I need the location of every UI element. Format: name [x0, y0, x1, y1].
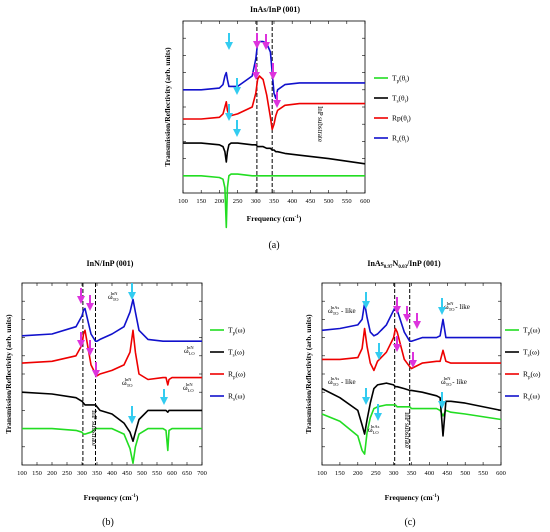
series-tp-line [321, 404, 502, 455]
legend-label-rs: Rs(ω) [228, 392, 245, 403]
legend-label-rp: Rp(ω) [523, 370, 541, 381]
xtick-label: 250 [62, 470, 72, 477]
panel-c-annot-5: ωTOInN - like [441, 376, 467, 387]
panel-b-xlabel: Frequency (cm-1) [84, 493, 139, 502]
series-ts-line [321, 382, 502, 437]
legend-label-tp: Tp(θi) [392, 74, 410, 85]
legend-label-rp: Rp(ω) [228, 370, 246, 381]
xtick-label: 500 [460, 470, 470, 477]
panel-a-xlabel: Frequency (cm-1) [247, 214, 302, 223]
xtick-label: 300 [251, 198, 261, 205]
panel-b-substrate-label: InP substrate [90, 410, 98, 446]
xtick-label: 550 [152, 470, 162, 477]
xtick-label: 600 [360, 198, 370, 205]
panel-c-annot-3: ωTOInAs - like [328, 376, 356, 387]
panel-c-annot-1: ωTOInAs - like [328, 305, 356, 316]
panel-c-label: (c) [404, 517, 415, 528]
xtick-label: 500 [137, 470, 147, 477]
panel-c-annot-4: ωLOInAs [368, 424, 380, 435]
legend-label-rs: Rs(ω) [523, 392, 540, 403]
legend-label-tp: Tp(ω) [523, 326, 541, 337]
xtick-label: 200 [353, 470, 363, 477]
panel-c-legend: Tp(ω) Ts(ω) Rp(ω) Rs(ω) [505, 326, 541, 403]
panel-a-frame [182, 20, 366, 194]
panel-a-substrate-label: InP substrate [316, 106, 324, 142]
panel-c-xlabel: Frequency (cm-1) [385, 493, 440, 502]
panel-b-legend: Tp(ω) Ts(ω) Rp(ω) Rs(ω) [210, 326, 246, 403]
xtick-label: 100 [178, 198, 188, 205]
series-rp-line [21, 329, 202, 386]
panel-a-title: InAs/InP (001) [250, 5, 300, 14]
legend-label-ts: Ts(ω) [228, 348, 245, 359]
xtick-label: 150 [196, 198, 206, 205]
panel-b-annot-3: ωTOInN [122, 377, 133, 388]
xtick-label: 300 [77, 470, 87, 477]
legend-label-ts: Ts(ω) [523, 348, 540, 359]
panel-a-ylabel: Transmission/Reflectivity (arb. units) [163, 47, 172, 167]
xtick-label: 200 [215, 198, 225, 205]
panel-b-title: InN/InP (001) [87, 259, 134, 268]
xtick-label: 500 [324, 198, 334, 205]
panel-b-frame [21, 282, 203, 466]
xtick-label: 100 [17, 470, 27, 477]
panel-c-substrate-label: InP substrate [403, 412, 411, 448]
xtick-label: 550 [342, 198, 352, 205]
xtick-label: 650 [182, 470, 192, 477]
xtick-label: 400 [287, 198, 297, 205]
legend-label-rp: Rp(θi) [392, 114, 411, 125]
xtick-label: 250 [233, 198, 243, 205]
panel-a-xticks: 100 150 200 250 300 350 400 450 500 550 600 [178, 21, 370, 205]
panel-b-annot-1: ωTOInN [108, 291, 119, 302]
xtick-label: 600 [167, 470, 177, 477]
xtick-label: 400 [425, 470, 435, 477]
legend-label-tp: Tp(ω) [228, 326, 246, 337]
series-ts-line [21, 391, 202, 443]
panel-a-vlines [256, 21, 273, 193]
xtick-label: 100 [317, 470, 327, 477]
panel-b-ylabel: Transmission/Reflectivity (arb. units) [4, 314, 13, 434]
xtick-label: 550 [478, 470, 488, 477]
series-rp-line [322, 327, 501, 372]
xtick-label: 150 [32, 470, 42, 477]
series-tp-line [22, 427, 202, 465]
panel-c-annot-2: ωTOInN - like [444, 301, 470, 312]
panel-b: InN/InP (001) Transmission/Reflectivity … [4, 259, 246, 528]
xtick-label: 400 [107, 470, 117, 477]
xtick-label: 150 [335, 470, 345, 477]
xtick-label: 700 [197, 470, 207, 477]
panel-b-annot-4: ωLOInN [183, 382, 194, 393]
xtick-label: 200 [47, 470, 57, 477]
xtick-label: 300 [389, 470, 399, 477]
xtick-label: 450 [306, 198, 316, 205]
xtick-label: 450 [442, 470, 452, 477]
xtick-label: 250 [371, 470, 381, 477]
panel-a-label: (a) [268, 240, 279, 251]
xtick-label: 350 [269, 198, 279, 205]
panel-a: InAs/InP (001) Transmission/Reflectivity… [163, 5, 411, 251]
series-ts-line [183, 142, 366, 165]
legend-label-rs: Rs(θi) [392, 134, 409, 145]
series-rs-line [21, 298, 202, 343]
panel-c-title: InAs0.97N0.03/InP (001) [367, 259, 441, 270]
panel-b-label: (b) [102, 517, 114, 528]
xtick-label: 450 [122, 470, 132, 477]
panel-a-legend: Tp(θi) Ts(θi) Rp(θi) Rs(θi) [374, 74, 411, 145]
series-tp-line [183, 173, 365, 229]
panel-c-ylabel: Transmission/Reflectivity (arb. units) [304, 314, 313, 434]
panel-b-xticks: 100 150 200 250 300 350 400 450 500 550 600 650 700 [17, 283, 207, 477]
xtick-label: 600 [496, 470, 506, 477]
xtick-label: 350 [92, 470, 102, 477]
xtick-label: 350 [407, 470, 417, 477]
legend-label-ts: Ts(θi) [392, 94, 409, 105]
panel-c: InAs0.97N0.03/InP (001) Transmission/Ref… [304, 259, 541, 528]
panel-b-annot-2: ωLOInN [184, 345, 195, 356]
panel-b-series [21, 298, 202, 465]
